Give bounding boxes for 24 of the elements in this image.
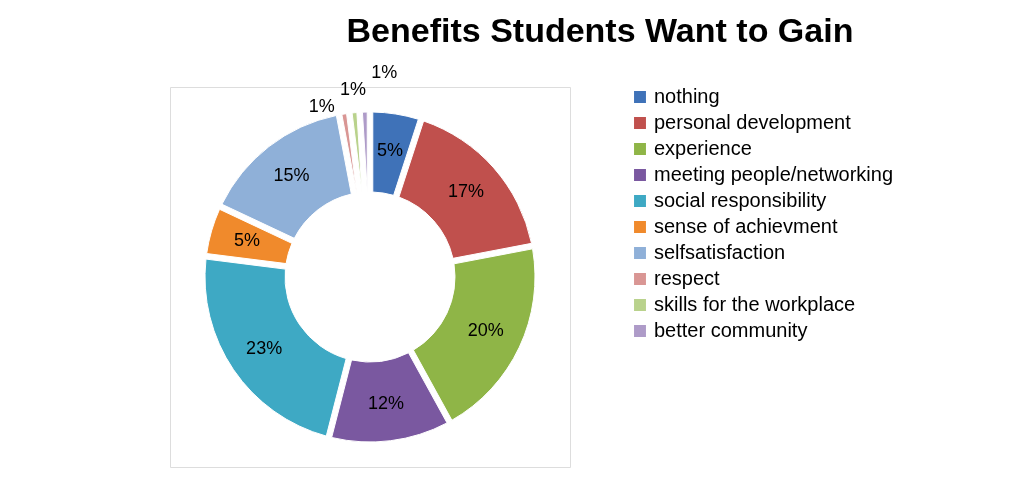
data-label: 12%: [368, 392, 405, 413]
data-label: 17%: [448, 181, 485, 202]
data-label: 23%: [246, 337, 283, 358]
legend-label: skills for the workplace: [654, 293, 856, 315]
data-label: 5%: [377, 139, 404, 160]
data-label: 20%: [467, 320, 504, 341]
data-label: 1%: [308, 96, 335, 117]
chart-title: Benefits Students Want to Gain: [346, 11, 854, 50]
legend-label: sense of achievment: [654, 215, 838, 237]
legend-label: meeting people/networking: [654, 163, 894, 185]
legend-label: respect: [654, 267, 721, 289]
legend-label: better community: [654, 319, 808, 341]
donut-slice: [331, 352, 448, 443]
donut-slice: [372, 111, 419, 196]
legend-label: social responsibility: [654, 189, 827, 211]
legend-label: experience: [654, 137, 752, 159]
data-label: 15%: [273, 164, 310, 185]
legend-label: personal development: [654, 111, 852, 133]
legend-label: selfsatisfaction: [654, 241, 786, 263]
legend-label: nothing: [654, 85, 720, 107]
donut-slice: [206, 208, 293, 265]
data-label: 1%: [371, 62, 398, 83]
data-label: 1%: [340, 78, 367, 99]
data-label: 5%: [234, 230, 261, 251]
